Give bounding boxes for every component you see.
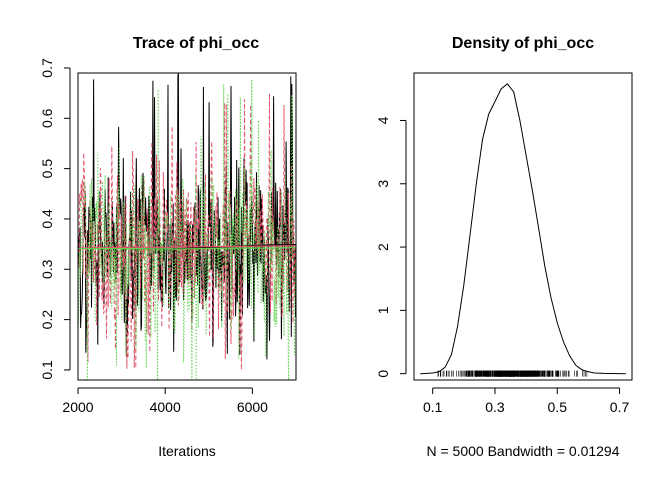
density-rug (437, 370, 588, 377)
trace-running-mean-chain-3 (78, 246, 297, 250)
density-y-tick-label: 2 (375, 243, 391, 251)
density-x-tick-label: 0.3 (485, 399, 505, 415)
trace-y-tick-label: 0.3 (39, 259, 55, 279)
trace-y-tick-label: 0.7 (39, 58, 55, 78)
trace-x-tick-label: 4000 (150, 399, 181, 415)
trace-y-tick-label: 0.5 (39, 159, 55, 179)
trace-y-tick-label: 0.4 (39, 209, 55, 229)
density-x-label: N = 5000 Bandwidth = 0.01294 (426, 443, 619, 459)
trace-lines (77, 73, 297, 381)
trace-series-chain-2 (77, 93, 297, 370)
trace-y-tick-label: 0.2 (39, 310, 55, 330)
trace-y-tick-label: 0.1 (39, 360, 55, 380)
density-x-tick-label: 0.7 (610, 399, 630, 415)
density-title: Density of phi_occ (452, 35, 594, 52)
trace-y-tick-label: 0.6 (39, 108, 55, 128)
density-y-tick-label: 4 (375, 116, 391, 124)
density-y-tick-label: 0 (375, 370, 391, 378)
trace-x-tick-label: 2000 (62, 399, 93, 415)
density-axes: 0.1 0.3 0.5 0.7 0 1 2 3 4 (375, 116, 629, 415)
trace-series-chain-3 (77, 79, 297, 381)
density-lines (420, 83, 626, 377)
trace-x-tick-label: 6000 (237, 399, 268, 415)
density-y-tick-label: 1 (375, 306, 391, 314)
density-x-tick-label: 0.1 (423, 399, 443, 415)
trace-axes: 2000 4000 6000 0.1 0.2 0.3 0.4 0.5 0.6 0.7 (39, 58, 268, 415)
density-plot-box (413, 72, 633, 381)
density-y-tick-label: 3 (375, 180, 391, 188)
trace-panel: Trace of phi_occ Iterations 2000 4000 6000… (39, 35, 297, 459)
density-x-tick-label: 0.5 (548, 399, 568, 415)
density-panel: Density of phi_occ N = 5000 Bandwidth = … (375, 35, 633, 459)
trace-x-label: Iterations (158, 443, 216, 459)
density-curve (420, 83, 626, 375)
trace-running-mean-chain-2 (77, 244, 297, 249)
trace-title: Trace of phi_occ (133, 35, 259, 52)
trace-plot-box (77, 72, 297, 381)
trace-series-chain-1 (77, 73, 297, 360)
